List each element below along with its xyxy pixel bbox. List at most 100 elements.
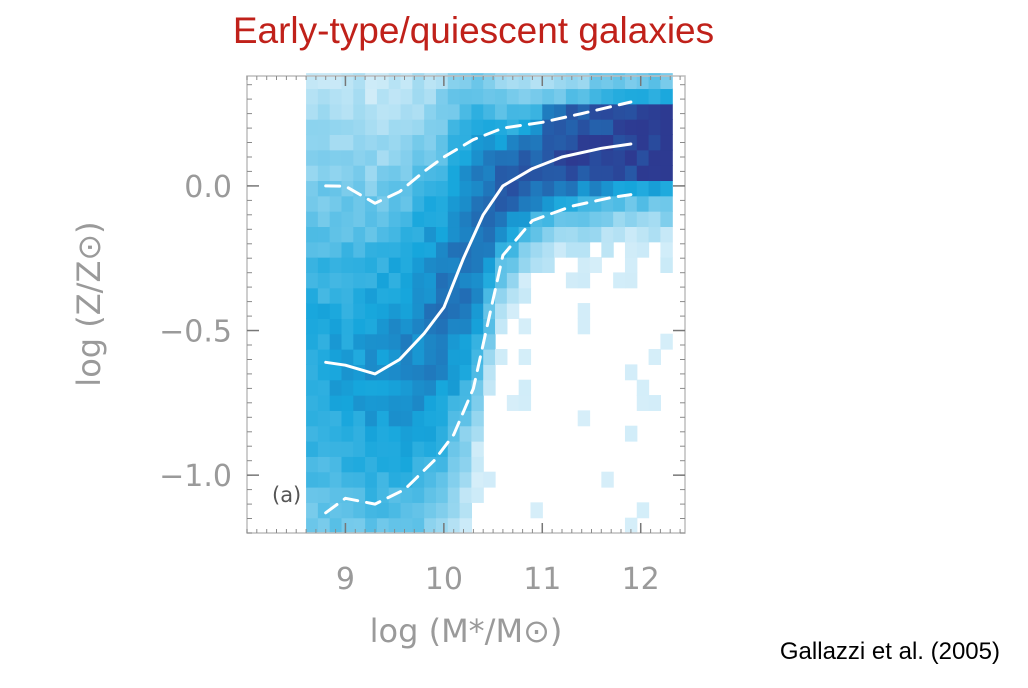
heatmap-cell [577,257,591,273]
heatmap-cell [577,165,591,182]
heatmap-cell [495,134,508,151]
heatmap-cell [518,318,532,335]
median-and-percentile-lines [324,100,633,515]
heatmap-cell [365,241,378,258]
heatmap-cell [518,119,532,136]
heatmap-cell [353,333,366,350]
heatmap-cell [341,379,354,396]
heatmap-cell [400,149,413,166]
heatmap-cell [400,272,413,289]
heatmap-cell [530,103,543,120]
heatmap-cell [506,103,520,120]
heatmap-cell [459,425,473,442]
heatmap-cell [353,88,366,105]
heatmap-cell [447,456,461,473]
heatmap-cell [518,257,532,273]
heatmap-cell [435,226,449,243]
heatmap-cell [495,211,508,228]
heatmap-cell [435,195,449,212]
heatmap-cell [400,226,413,243]
heatmap-cell [542,241,555,258]
heatmap-cell [353,318,366,335]
heatmap-cell [518,272,532,289]
heatmap-cell [660,103,673,120]
heatmap-cell [483,103,496,120]
heatmap-cell [660,73,673,90]
heatmap-cell [365,303,378,319]
heatmap-cell [542,165,555,182]
heatmap-cell [388,134,402,151]
heatmap-cell [601,226,614,243]
heatmap-cell [577,410,591,427]
heatmap-cell [518,287,532,304]
heatmap-cell [376,502,390,519]
heatmap-cell [424,180,437,197]
heatmap-cell [495,303,508,319]
heatmap-cell [341,149,354,166]
heatmap-cell [459,119,473,136]
heatmap-cell [376,425,390,442]
lower-percentile-line [324,193,633,515]
heatmap-cell [341,502,354,519]
heatmap-cell [317,471,331,488]
heatmap-cell [648,149,661,166]
heatmap-cell [447,241,461,258]
heatmap-cell [317,195,331,212]
heatmap-cell [306,103,319,120]
heatmap-cell [624,226,638,243]
heatmap-cell [317,517,331,534]
heatmap-cell [459,441,473,457]
heatmap-cell [577,180,591,197]
heatmap-cell [483,364,496,381]
heatmap-cell [317,395,331,411]
heatmap-cell [447,379,461,396]
heatmap-cell [471,425,484,442]
x-tick-label: 11 [523,562,561,597]
heatmap-cell [589,149,602,166]
heatmap-cell [542,103,555,120]
heatmap-cell [435,103,449,120]
heatmap-cell [376,88,390,105]
heatmap-cell [424,349,437,365]
heatmap-cell [518,226,532,243]
heatmap-cell [483,333,496,350]
heatmap-cell [353,456,366,473]
heatmap-cell [329,379,343,396]
heatmap-cell [376,379,390,396]
heatmap-cell [412,180,425,197]
heatmap-cell [565,165,579,182]
heatmap-cell [447,487,461,503]
heatmap-cell [506,257,520,273]
heatmap-cell [471,88,484,105]
heatmap-cell [388,149,402,166]
heatmap-cell [329,318,343,335]
heatmap-cell [471,73,484,90]
heatmap-cell [388,103,402,120]
heatmap-cell [341,333,354,350]
heatmap-cell [447,134,461,151]
heatmap-cell [506,272,520,289]
heatmap-cell [400,318,413,335]
heatmap-cell [400,441,413,457]
heatmap-cell [459,149,473,166]
heatmap-cell [530,195,543,212]
heatmap-cell [483,226,496,243]
heatmap-cell [495,257,508,273]
heatmap-cell [435,395,449,411]
heatmap-cell [388,73,402,90]
heatmap-cell [471,303,484,319]
heatmap-cell [353,103,366,120]
heatmap-cell [400,287,413,304]
heatmap-cell [329,333,343,350]
heatmap-cell [554,241,567,258]
heatmap-cell [353,195,366,212]
heatmap-cell [317,226,331,243]
heatmap-cell [388,456,402,473]
heatmap-cell [506,303,520,319]
heatmap-cell [424,410,437,427]
heatmap-cell [565,195,579,212]
heatmap-cell [317,180,331,197]
heatmap-cell [447,517,461,534]
heatmap-cell [424,287,437,304]
heatmap-cell [447,257,461,273]
